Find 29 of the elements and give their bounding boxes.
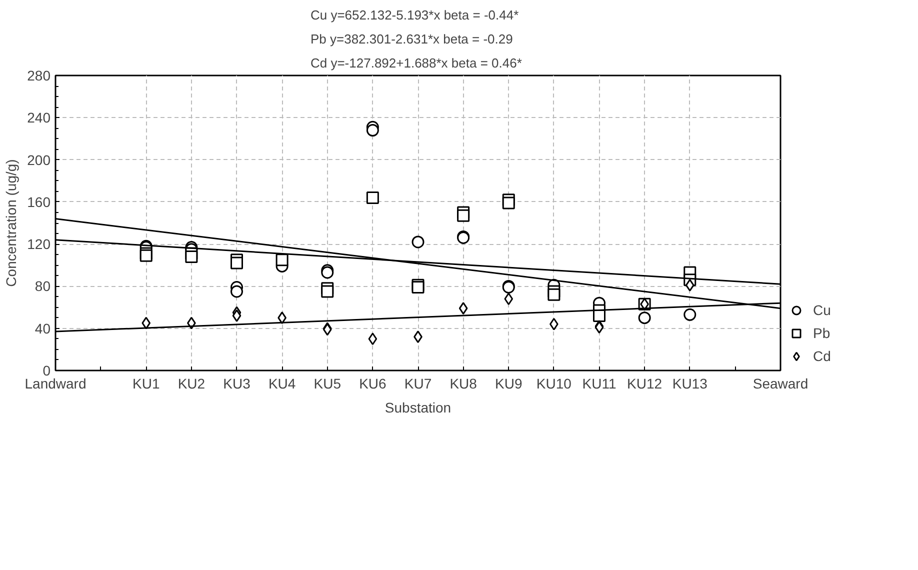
legend-label: Cd bbox=[813, 348, 832, 364]
x-tick-label: KU11 bbox=[582, 376, 616, 392]
y-tick-label: 160 bbox=[27, 194, 51, 210]
y-tick-label: 40 bbox=[34, 320, 51, 336]
legend-label: Pb bbox=[813, 325, 832, 341]
y-axis-title: Concentration (ug/g) bbox=[3, 159, 20, 287]
x-tick-label: KU1 bbox=[132, 376, 160, 392]
x-axis-title: Substation bbox=[384, 400, 452, 416]
x-tick-label: KU13 bbox=[672, 376, 708, 392]
y-tick-label: 200 bbox=[27, 152, 51, 168]
x-tick-label: KU3 bbox=[223, 376, 251, 392]
x-tick-label: KU9 bbox=[495, 376, 522, 392]
x-tick-label: KU4 bbox=[268, 376, 296, 392]
x-tick-label: KU2 bbox=[178, 376, 206, 392]
chart-title: Cu y=652.132-5.193*x beta = -0.44* Pb y=382.301-2.631*x beta = -0.29 Cd y=-127.892+1.688*x beta = 0.46* bbox=[310, 8, 522, 70]
legend-label: Cu bbox=[813, 302, 832, 318]
y-tick-label: 120 bbox=[27, 236, 51, 252]
x-tick-label: KU12 bbox=[627, 376, 662, 392]
x-tick-label: KU8 bbox=[450, 376, 478, 392]
x-tick-label: KU7 bbox=[404, 376, 432, 392]
x-tick-label: Seaward bbox=[752, 376, 808, 392]
y-tick-label: 240 bbox=[27, 110, 51, 126]
x-tick-label: KU5 bbox=[314, 376, 342, 392]
x-tick-label: Landward bbox=[24, 376, 86, 392]
x-tick-label: KU10 bbox=[536, 376, 572, 392]
y-tick-label: 80 bbox=[34, 278, 51, 294]
x-tick-label: KU6 bbox=[359, 376, 387, 392]
y-tick-label: 0 bbox=[42, 362, 51, 378]
y-tick-label: 280 bbox=[27, 68, 51, 84]
